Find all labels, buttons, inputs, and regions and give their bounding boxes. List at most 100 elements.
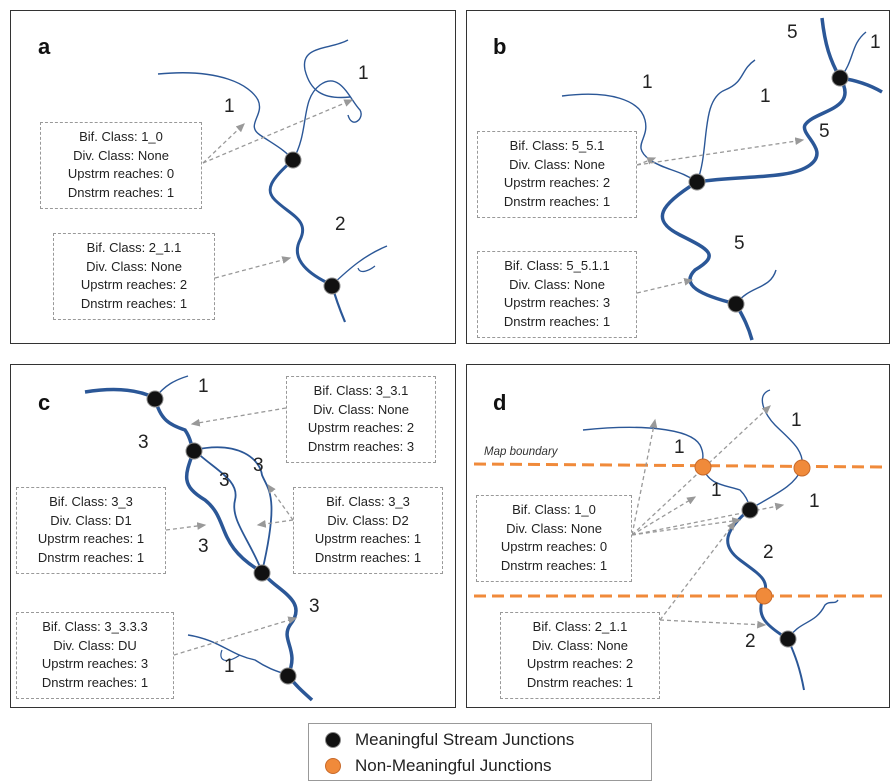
pointer-arrow xyxy=(174,618,296,655)
downstream-reaches: Dnstrm reaches: 1 xyxy=(41,184,201,203)
upstream-reaches: Upstrm reaches: 3 xyxy=(17,655,173,674)
downstream-reaches: Dnstrm reaches: 1 xyxy=(501,674,659,693)
bif-class: Bif. Class: 2_1.1 xyxy=(54,239,214,258)
pointer-arrow xyxy=(632,420,655,535)
reach-order-label: 1 xyxy=(791,410,802,432)
upstream-reaches: Upstrm reaches: 3 xyxy=(478,294,636,313)
reach-order-label: 5 xyxy=(734,233,745,255)
upstream-reaches: Upstrm reaches: 1 xyxy=(294,530,442,549)
reach-order-label: 1 xyxy=(198,376,209,398)
reach-order-label: 1 xyxy=(711,480,722,502)
pointer-arrow xyxy=(637,140,803,165)
panel-label-a: a xyxy=(38,34,50,60)
meaningful-junction xyxy=(832,70,848,86)
reach-order-label: 3 xyxy=(198,536,209,558)
legend-item-non-meaningful: Non-Meaningful Junctions xyxy=(325,755,552,777)
stream-reach xyxy=(358,266,375,272)
bif-class: Bif. Class: 5_5.1 xyxy=(478,137,636,156)
pointer-arrow xyxy=(632,497,695,535)
downstream-reaches: Dnstrm reaches: 3 xyxy=(287,438,435,457)
reach-order-label: 1 xyxy=(674,437,685,459)
meaningful-junction xyxy=(186,443,202,459)
panel-label-b: b xyxy=(493,34,506,60)
reach-order-label: 1 xyxy=(870,32,881,54)
non-meaningful-junction xyxy=(695,459,711,475)
non-meaningful-junction xyxy=(794,460,810,476)
meaningful-junction xyxy=(780,631,796,647)
stream-reach xyxy=(750,468,802,509)
div-class: Div. Class: DU xyxy=(17,637,173,656)
info-box: Bif. Class: 2_1.1 Div. Class: None Upstr… xyxy=(500,612,660,699)
stream-reach xyxy=(788,600,838,639)
info-box: Bif. Class: 5_5.1 Div. Class: None Upstr… xyxy=(477,131,637,218)
div-class: Div. Class: None xyxy=(501,637,659,656)
stream-reach xyxy=(583,427,703,467)
downstream-reaches: Dnstrm reaches: 1 xyxy=(478,193,636,212)
stream-reach xyxy=(332,246,387,285)
stream-reach xyxy=(155,398,194,450)
reach-order-label: 1 xyxy=(760,86,771,108)
reach-order-label: 3 xyxy=(253,455,264,477)
pointer-arrow xyxy=(166,525,205,530)
stream-reach xyxy=(728,509,766,596)
panel-label-c: c xyxy=(38,390,50,416)
upstream-reaches: Upstrm reaches: 2 xyxy=(287,419,435,438)
meaningful-junction xyxy=(742,502,758,518)
upstream-reaches: Upstrm reaches: 0 xyxy=(41,165,201,184)
div-class: Div. Class: None xyxy=(54,258,214,277)
stream-reach xyxy=(697,60,755,182)
reach-order-label: 2 xyxy=(745,631,756,653)
info-box: Bif. Class: 3_3 Div. Class: D1 Upstrm re… xyxy=(16,487,166,574)
stream-reach xyxy=(85,390,155,398)
div-class: Div. Class: D2 xyxy=(294,512,442,531)
bif-class: Bif. Class: 2_1.1 xyxy=(501,618,659,637)
map-boundary-line xyxy=(474,464,884,467)
orange-dot-icon xyxy=(325,758,341,774)
pointer-arrow xyxy=(258,520,293,525)
info-box: Bif. Class: 2_1.1 Div. Class: None Upstr… xyxy=(53,233,215,320)
black-dot-icon xyxy=(325,732,341,748)
stream-reach xyxy=(188,635,288,675)
reach-order-label: 2 xyxy=(335,214,346,236)
info-box: Bif. Class: 3_3.1 Div. Class: None Upstr… xyxy=(286,376,436,463)
pointer-arrow xyxy=(660,620,765,625)
stream-reach xyxy=(822,18,840,78)
bif-class: Bif. Class: 3_3.1 xyxy=(287,382,435,401)
div-class: Div. Class: None xyxy=(477,520,631,539)
div-class: Div. Class: None xyxy=(478,156,636,175)
reach-order-label: 3 xyxy=(138,432,149,454)
upstream-reaches: Upstrm reaches: 2 xyxy=(478,174,636,193)
legend: Meaningful Stream Junctions Non-Meaningf… xyxy=(308,723,652,781)
pointer-arrow xyxy=(203,124,244,163)
bif-class: Bif. Class: 5_5.1.1 xyxy=(478,257,636,276)
meaningful-junction xyxy=(285,152,301,168)
meaningful-junction xyxy=(280,668,296,684)
info-box: Bif. Class: 1_0 Div. Class: None Upstrm … xyxy=(40,122,202,209)
info-box: Bif. Class: 5_5.1.1 Div. Class: None Ups… xyxy=(477,251,637,338)
meaningful-junction xyxy=(728,296,744,312)
bif-class: Bif. Class: 1_0 xyxy=(477,501,631,520)
meaningful-junction xyxy=(689,174,705,190)
pointer-arrow xyxy=(632,520,740,535)
reach-order-label: 3 xyxy=(219,470,230,492)
bif-class: Bif. Class: 1_0 xyxy=(41,128,201,147)
reach-order-label: 1 xyxy=(358,63,369,85)
meaningful-junction xyxy=(147,391,163,407)
pointer-arrow xyxy=(632,505,783,535)
downstream-reaches: Dnstrm reaches: 1 xyxy=(477,557,631,576)
reach-order-label: 2 xyxy=(763,542,774,564)
downstream-reaches: Dnstrm reaches: 1 xyxy=(54,295,214,314)
downstream-reaches: Dnstrm reaches: 1 xyxy=(478,313,636,332)
downstream-reaches: Dnstrm reaches: 1 xyxy=(17,674,173,693)
reach-order-label: 5 xyxy=(819,121,830,143)
panel-label-d: d xyxy=(493,390,506,416)
pointer-arrow xyxy=(637,280,692,293)
map-boundary-label: Map boundary xyxy=(484,446,558,458)
reach-order-label: 1 xyxy=(224,656,235,678)
reach-order-label: 1 xyxy=(224,96,235,118)
upstream-reaches: Upstrm reaches: 2 xyxy=(501,655,659,674)
div-class: Div. Class: None xyxy=(287,401,435,420)
div-class: Div. Class: None xyxy=(41,147,201,166)
stream-reach xyxy=(270,160,332,285)
